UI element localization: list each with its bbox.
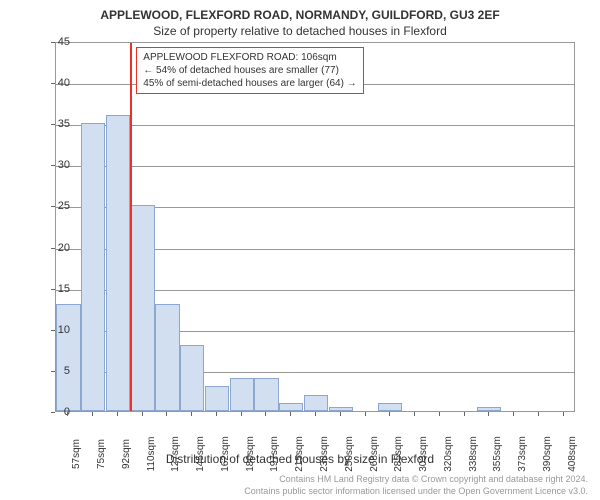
chart-title-main: APPLEWOOD, FLEXFORD ROAD, NORMANDY, GUIL…: [0, 8, 600, 22]
histogram-bar: [155, 304, 179, 411]
histogram-bar: [106, 115, 130, 411]
x-tick-label: 268sqm: [369, 436, 380, 472]
x-tick-label: 110sqm: [146, 437, 157, 472]
histogram-bar: [230, 378, 254, 411]
x-tick: [315, 412, 316, 416]
x-tick: [216, 412, 217, 416]
x-tick: [439, 412, 440, 416]
histogram-bar: [254, 378, 278, 411]
x-tick-label: 145sqm: [195, 436, 206, 472]
histogram-chart: APPLEWOOD, FLEXFORD ROAD, NORMANDY, GUIL…: [0, 0, 600, 500]
histogram-bar: [131, 205, 155, 411]
y-tick-label: 5: [40, 365, 70, 377]
y-tick-label: 15: [40, 283, 70, 295]
x-tick-label: 390sqm: [542, 436, 553, 472]
x-tick-label: 127sqm: [170, 436, 181, 472]
y-tick-label: 30: [40, 159, 70, 171]
annotation-line: 45% of semi-detached houses are larger (…: [143, 77, 356, 90]
chart-title-sub: Size of property relative to detached ho…: [0, 24, 600, 38]
x-tick: [241, 412, 242, 416]
plot-area: APPLEWOOD FLEXFORD ROAD: 106sqm← 54% of …: [55, 42, 575, 412]
x-tick-label: 303sqm: [418, 436, 429, 472]
x-tick: [488, 412, 489, 416]
x-tick: [389, 412, 390, 416]
y-tick-label: 10: [40, 324, 70, 336]
x-tick: [265, 412, 266, 416]
x-tick-label: 197sqm: [269, 436, 280, 472]
x-tick-label: 57sqm: [71, 439, 82, 469]
x-tick-label: 373sqm: [517, 436, 528, 472]
x-tick-label: 75sqm: [96, 439, 107, 469]
histogram-bar: [56, 304, 80, 411]
y-tick-label: 35: [40, 118, 70, 130]
reference-line: [130, 43, 132, 411]
x-tick: [92, 412, 93, 416]
x-tick: [340, 412, 341, 416]
annotation-box: APPLEWOOD FLEXFORD ROAD: 106sqm← 54% of …: [136, 47, 363, 94]
gridline: [56, 125, 574, 126]
x-tick: [365, 412, 366, 416]
y-tick-label: 40: [40, 77, 70, 89]
x-tick-label: 320sqm: [443, 436, 454, 472]
x-tick-label: 285sqm: [393, 436, 404, 472]
y-tick-label: 45: [40, 36, 70, 48]
x-tick-label: 215sqm: [294, 436, 305, 472]
x-tick: [166, 412, 167, 416]
x-tick-label: 162sqm: [220, 436, 231, 472]
y-tick-label: 20: [40, 242, 70, 254]
x-tick: [464, 412, 465, 416]
x-tick-label: 355sqm: [492, 436, 503, 472]
x-tick: [191, 412, 192, 416]
histogram-bar: [477, 407, 501, 411]
histogram-bar: [304, 395, 328, 411]
histogram-bar: [81, 123, 105, 411]
histogram-bar: [180, 345, 204, 411]
x-tick-label: 180sqm: [245, 436, 256, 472]
x-tick-label: 250sqm: [344, 436, 355, 472]
x-tick: [117, 412, 118, 416]
x-tick: [538, 412, 539, 416]
x-tick: [290, 412, 291, 416]
y-tick-label: 0: [40, 406, 70, 418]
x-tick-label: 92sqm: [121, 439, 132, 469]
histogram-bar: [329, 407, 353, 411]
footer-copyright-1: Contains HM Land Registry data © Crown c…: [0, 474, 588, 484]
x-tick-label: 338sqm: [468, 436, 479, 472]
x-tick: [513, 412, 514, 416]
x-tick: [142, 412, 143, 416]
x-tick: [414, 412, 415, 416]
y-tick-label: 25: [40, 200, 70, 212]
x-tick-label: 408sqm: [567, 436, 578, 472]
annotation-line: ← 54% of detached houses are smaller (77…: [143, 64, 356, 77]
histogram-bar: [279, 403, 303, 411]
annotation-line: APPLEWOOD FLEXFORD ROAD: 106sqm: [143, 51, 356, 64]
x-tick: [563, 412, 564, 416]
histogram-bar: [378, 403, 402, 411]
gridline: [56, 166, 574, 167]
footer-copyright-2: Contains public sector information licen…: [0, 486, 588, 496]
x-tick: [67, 412, 68, 416]
x-tick-label: 233sqm: [319, 436, 330, 472]
histogram-bar: [205, 386, 229, 411]
